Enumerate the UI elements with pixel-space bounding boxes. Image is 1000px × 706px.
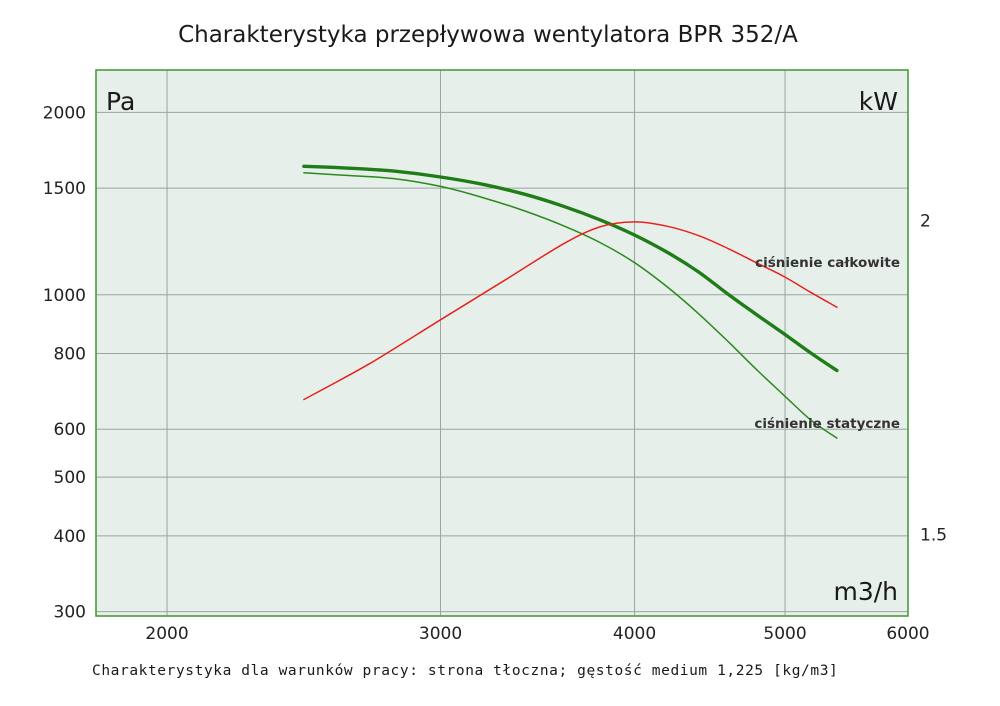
y-tick-800: 800 (54, 345, 86, 365)
x-tick-3000: 3000 (419, 624, 462, 644)
y-tick-600: 600 (54, 420, 86, 440)
label-static-pressure: ciśnienie statyczne (754, 416, 900, 432)
y-tick-500: 500 (54, 468, 86, 488)
x-axis-unit-label: m3/h (833, 577, 898, 606)
x-tick-4000: 4000 (613, 624, 656, 644)
y-tick-2000: 2000 (43, 103, 86, 123)
label-total-pressure: ciśnienie całkowite (755, 255, 900, 271)
x-tick-6000: 6000 (886, 624, 929, 644)
y-tick-400: 400 (54, 527, 86, 547)
total-pressure-curve (302, 164, 839, 373)
power-curve (303, 221, 838, 401)
static-pressure-curve (303, 172, 838, 439)
y2-tick-1.5: 1.5 (920, 525, 947, 545)
chart-title: Charakterystyka przepływowa wentylatora … (178, 22, 798, 48)
x-tick-5000: 5000 (763, 624, 806, 644)
tick-labels: 2000 3000 4000 5000 6000 300 400 500 600 800 1000 1… (43, 103, 947, 644)
curves (302, 164, 839, 439)
y2-tick-2: 2 (920, 212, 931, 232)
chart-footnote: Charakterystyka dla warunków pracy: stro… (92, 663, 838, 679)
y-tick-1500: 1500 (43, 179, 86, 199)
y-tick-1000: 1000 (43, 286, 86, 306)
x-tick-2000: 2000 (145, 624, 188, 644)
y2-axis-unit-label: kW (859, 87, 898, 116)
y-axis-unit-label: Pa (106, 87, 135, 116)
y-tick-300: 300 (54, 603, 86, 623)
grid (96, 70, 908, 616)
plot-frame (95, 69, 909, 617)
plot-area (96, 70, 908, 616)
